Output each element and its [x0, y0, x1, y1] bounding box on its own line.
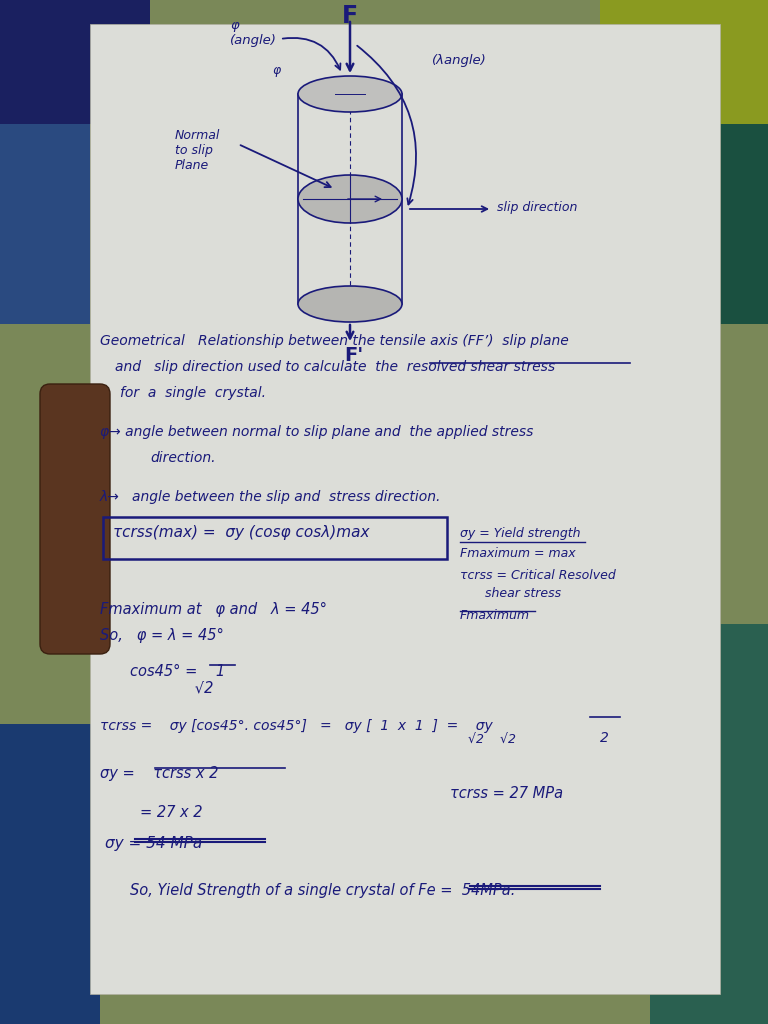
Bar: [600, 0, 768, 124]
Ellipse shape: [298, 286, 402, 322]
Text: (λangle): (λangle): [432, 54, 487, 67]
Text: cos45° =    1: cos45° = 1: [130, 665, 225, 679]
FancyBboxPatch shape: [0, 0, 180, 224]
Text: λ→   angle between the slip and  stress direction.: λ→ angle between the slip and stress dir…: [100, 490, 442, 504]
Text: and   slip direction used to calculate  the  resolved shear stress: and slip direction used to calculate the…: [115, 360, 555, 374]
Text: Fmaximum at   φ and   λ = 45°: Fmaximum at φ and λ = 45°: [100, 602, 327, 616]
Bar: [650, 624, 768, 1024]
Text: φ→ angle between normal to slip plane and  the applied stress: φ→ angle between normal to slip plane an…: [100, 425, 533, 439]
Text: shear stress: shear stress: [485, 587, 561, 600]
Text: So,   φ = λ = 45°: So, φ = λ = 45°: [100, 628, 224, 643]
Ellipse shape: [298, 175, 402, 223]
Text: direction.: direction.: [150, 451, 216, 465]
Text: σy = 54 MPa: σy = 54 MPa: [105, 837, 202, 851]
Text: F: F: [342, 4, 358, 28]
FancyBboxPatch shape: [90, 24, 720, 994]
FancyBboxPatch shape: [500, 0, 768, 174]
Text: φ: φ: [272, 63, 280, 77]
Text: Geometrical   Relationship between the tensile axis (FF’)  slip plane: Geometrical Relationship between the ten…: [100, 334, 569, 348]
Text: Normal
to slip
Plane: Normal to slip Plane: [175, 129, 220, 172]
Text: = 27 x 2: = 27 x 2: [140, 805, 203, 820]
Text: τcrss =    σy [cos45°. cos45°]   =   σy [  1  x  1  ]  =    σy: τcrss = σy [cos45°. cos45°] = σy [ 1 x 1…: [100, 719, 493, 733]
Text: φ
(angle): φ (angle): [230, 19, 277, 47]
Bar: [0, 724, 100, 1024]
Text: σy = Yield strength: σy = Yield strength: [460, 526, 581, 540]
Ellipse shape: [298, 76, 402, 112]
Text: τcrss = Critical Resolved: τcrss = Critical Resolved: [460, 568, 616, 582]
Bar: [0, 124, 90, 324]
Text: F': F': [344, 346, 363, 365]
FancyBboxPatch shape: [40, 384, 110, 654]
Text: So, Yield Strength of a single crystal of Fe =  54MPa.: So, Yield Strength of a single crystal o…: [130, 883, 515, 898]
Text: Fmaximum = max: Fmaximum = max: [460, 547, 576, 560]
Text: τcrss(max) =  σy (cosφ cosλ)max: τcrss(max) = σy (cosφ cosλ)max: [113, 524, 369, 540]
Text: Fmaximum: Fmaximum: [460, 609, 530, 622]
Text: for  a  single  crystal.: for a single crystal.: [120, 386, 266, 400]
Text: σy =    τcrss x 2: σy = τcrss x 2: [100, 766, 218, 781]
Bar: [680, 124, 768, 324]
Text: slip direction: slip direction: [497, 201, 578, 214]
Bar: [0, 0, 150, 124]
Text: τcrss = 27 MPa: τcrss = 27 MPa: [450, 786, 563, 801]
Text: √2    √2: √2 √2: [460, 733, 516, 746]
Text: 2: 2: [600, 731, 609, 745]
Text: √2: √2: [130, 680, 214, 695]
